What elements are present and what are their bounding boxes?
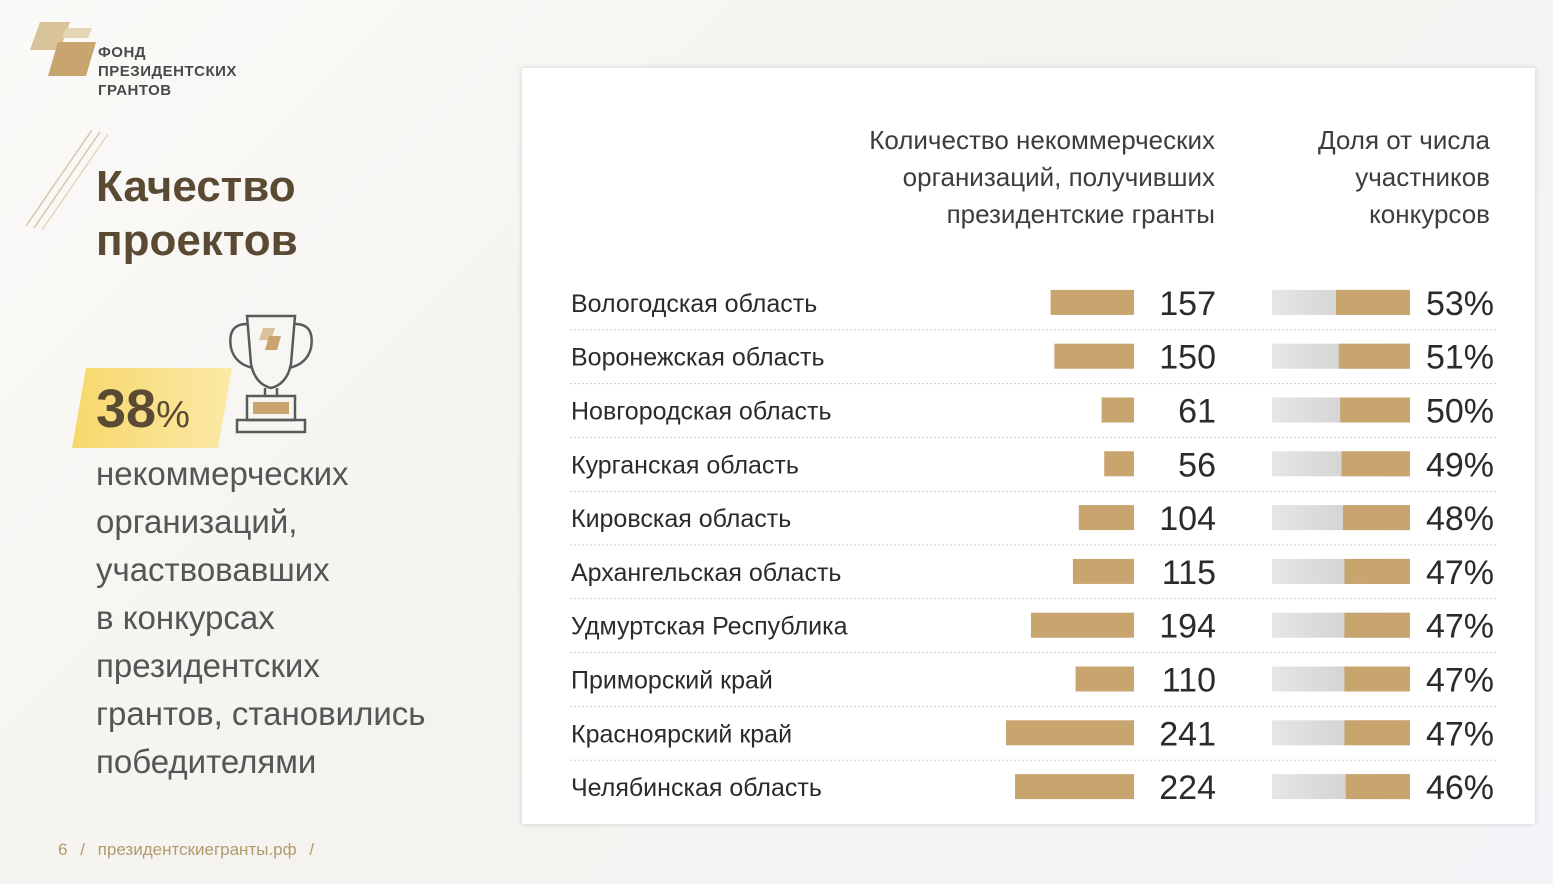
chart-panel: Количество некоммерческих организаций, п… [522,68,1535,824]
logo-mark-icon [30,22,96,76]
column-header-line: президентские гранты [946,199,1215,229]
description-line: президентских [96,647,320,684]
share-label: 47% [1426,715,1494,753]
highlight-description: некоммерческих организаций, участвовавши… [96,450,425,786]
region-label: Приморский край [571,667,773,695]
description-line: грантов, становились [96,695,426,732]
share-bar [1342,505,1410,531]
trophy-icon [229,314,313,434]
highlight-badge: 38% [72,368,232,448]
badge-background [72,368,232,448]
share-bar [1344,720,1410,746]
column-header-line: конкурсов [1369,199,1490,229]
count-label: 241 [1159,715,1216,753]
share-label: 47% [1426,554,1494,592]
share-bar [1344,558,1410,584]
page-title-line: Качество [96,162,296,211]
highlight-number: 38 [96,379,157,439]
count-bar [1015,774,1134,800]
count-bar [1006,720,1134,746]
logo-text: ФОНД ПРЕЗИДЕНТСКИХ ГРАНТОВ [98,43,237,100]
footer-separator: / [309,840,315,859]
share-label: 47% [1426,608,1494,646]
logo-line: ГРАНТОВ [98,82,172,99]
chart-row: Красноярский край 241 47% [570,715,1497,761]
count-label: 150 [1159,339,1216,377]
count-label: 224 [1159,769,1216,807]
region-label: Новгородская область [571,398,832,426]
region-chart: Вологодская область 157 53% Воронежская обл… [570,285,1497,807]
description-line: в конкурсах [96,599,275,636]
share-bar [1344,666,1410,692]
count-bar [1078,505,1134,531]
count-bar [1101,397,1134,423]
count-bar [1050,289,1134,315]
page-title: Качество проектов [96,160,298,268]
chart-row: Воронежская область 150 51% [570,339,1497,385]
share-label: 53% [1426,285,1494,323]
count-bar [1075,666,1134,692]
column-header-line: Количество некоммерческих [869,125,1215,155]
chart-row: Удмуртская Республика 194 47% [570,608,1497,654]
share-label: 51% [1426,339,1494,377]
chart-row: Приморский край 110 47% [570,662,1497,707]
column-header-share: Доля от числа участников конкурсов [1230,122,1490,233]
highlight-value: 38% [96,378,190,440]
share-bar [1344,612,1410,638]
count-label: 110 [1162,662,1216,700]
column-header-line: организаций, получивших [902,162,1215,192]
chart-row: Кировская область 104 48% [570,500,1497,546]
region-label: Воронежская область [571,344,824,372]
region-label: Курганская область [571,451,799,479]
region-label: Вологодская область [571,290,817,318]
count-label: 115 [1162,554,1216,592]
region-label: Кировская область [571,505,791,533]
count-label: 61 [1178,393,1216,431]
share-label: 48% [1426,500,1494,538]
decorative-lines-icon [25,130,109,230]
count-bar [1054,343,1134,369]
count-label: 56 [1178,446,1216,484]
description-line: организаций, [96,503,298,540]
count-bar [1030,612,1134,638]
page-title-line: проектов [96,216,298,265]
description-line: победителями [96,743,317,780]
count-label: 194 [1159,608,1216,646]
site-link[interactable]: президентскиегранты.рф [97,840,297,859]
page-number: 6 [58,840,68,859]
share-bar [1336,289,1410,315]
description-line: некоммерческих [96,455,349,492]
highlight-unit: % [156,394,190,436]
count-bar [1072,558,1134,584]
share-bar [1345,774,1410,800]
region-label: Челябинская область [571,774,822,802]
footer: 6 / президентскиегранты.рф / [58,840,322,860]
share-label: 47% [1426,662,1494,700]
chart-row: Челябинская область 224 46% [571,769,1494,807]
chart-row: Курганская область 56 49% [570,446,1497,492]
count-label: 157 [1159,285,1216,323]
column-header-count: Количество некоммерческих организаций, п… [775,122,1215,233]
logo: ФОНД ПРЕЗИДЕНТСКИХ ГРАНТОВ [30,20,290,100]
share-label: 50% [1426,393,1494,431]
region-label: Архангельская область [571,559,841,587]
count-bar [1104,451,1134,477]
footer-separator: / [80,840,85,859]
logo-line: ФОНД [98,44,146,61]
chart-row: Архангельская область 115 47% [570,554,1497,600]
column-header-line: участников [1355,162,1490,192]
count-label: 104 [1159,500,1216,538]
share-bar [1341,451,1410,477]
share-bar [1338,343,1410,369]
description-line: участвовавших [96,551,330,588]
chart-row: Вологодская область 157 53% [570,285,1497,331]
region-label: Удмуртская Республика [571,613,848,641]
share-label: 49% [1426,446,1494,484]
share-bar [1340,397,1410,423]
logo-line: ПРЕЗИДЕНТСКИХ [98,63,237,80]
column-header-line: Доля от числа [1318,125,1490,155]
chart-row: Новгородская область 61 50% [570,393,1497,438]
share-label: 46% [1426,769,1494,807]
region-label: Красноярский край [571,720,792,748]
